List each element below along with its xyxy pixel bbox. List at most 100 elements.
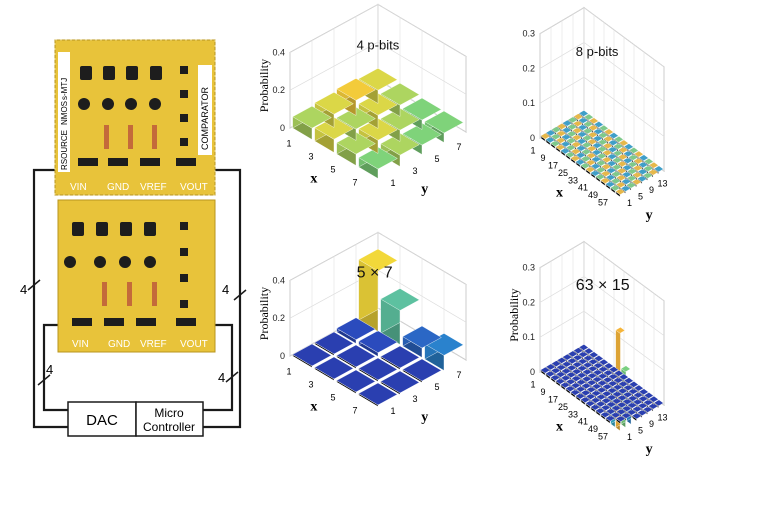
- bar-top: [596, 159, 607, 167]
- bar-top: [577, 364, 588, 372]
- bar-top: [561, 126, 572, 134]
- bar-top: [648, 402, 659, 410]
- bar-top: [590, 169, 601, 177]
- bar-top: [598, 365, 609, 373]
- bar-top: [572, 120, 583, 127]
- bar-top: [611, 397, 622, 405]
- bar-top: [602, 383, 613, 391]
- bar-top: [587, 372, 598, 379]
- bar-top: [605, 173, 616, 181]
- bar-top: [597, 145, 608, 153]
- bar-top: [603, 128, 614, 136]
- bar-top: [560, 140, 571, 148]
- bar-top: [626, 181, 637, 189]
- bar-top: [627, 394, 638, 402]
- x-tick-label: 17: [548, 161, 558, 171]
- bar-top: [606, 167, 617, 174]
- x-tick-label: 1: [530, 380, 535, 390]
- bar-top: [588, 351, 599, 359]
- pin-vin: VIN: [72, 339, 89, 350]
- bar-top: [621, 405, 632, 412]
- bar-top: [593, 362, 604, 369]
- bar-top: [424, 110, 464, 134]
- bar-top: [613, 142, 624, 150]
- bar-top: [336, 317, 376, 340]
- bar-top: [598, 124, 609, 132]
- bar-top: [615, 181, 626, 188]
- bar-top: [586, 145, 597, 152]
- bar-top: [632, 171, 643, 179]
- bar: [600, 411, 611, 421]
- bar-top: [583, 120, 594, 128]
- x-tick-label: 33: [568, 409, 578, 419]
- bar-top: [643, 392, 654, 399]
- bus-width-label: 4: [222, 282, 229, 297]
- bar-top: [591, 382, 602, 390]
- bar-top: [637, 402, 648, 409]
- bar-top: [555, 377, 566, 385]
- bar-top: [603, 362, 614, 370]
- bar: [570, 388, 581, 398]
- bar-top: [585, 393, 596, 400]
- bar-top: [602, 142, 613, 150]
- bar-top: [622, 164, 633, 171]
- bar: [424, 110, 464, 143]
- bar: [292, 343, 332, 368]
- bar-top: [567, 116, 578, 124]
- y-tick-label: 5: [638, 425, 643, 435]
- z-tick-label: 0: [280, 123, 285, 133]
- bar-top: [600, 170, 611, 177]
- bar-top: [561, 367, 572, 375]
- y-tick-label: 5: [434, 154, 439, 164]
- bar-top: [632, 405, 643, 413]
- bus-width-label: 4: [20, 282, 27, 297]
- bar-top: [380, 345, 420, 369]
- z-tick-label: 0.2: [272, 313, 285, 323]
- rsource-label: RSOURCE: [60, 130, 69, 170]
- bar-top: [561, 133, 572, 141]
- bar: [314, 356, 354, 381]
- bus-slashes: [27, 279, 247, 386]
- bar-top: [358, 330, 398, 353]
- bar-top: [632, 398, 643, 406]
- bar-top: [623, 143, 634, 150]
- bar: [600, 177, 611, 187]
- bar-top: [585, 166, 596, 173]
- bar-top: [555, 136, 566, 144]
- bar-top: [598, 358, 609, 366]
- bar-top: [576, 144, 587, 152]
- bar-top: [556, 130, 567, 137]
- bar-top: [580, 155, 591, 163]
- bar-top: [592, 135, 603, 142]
- bar-top: [572, 354, 583, 361]
- bar: [560, 147, 571, 157]
- bar-top: [570, 155, 581, 162]
- bar-top: [560, 374, 571, 382]
- bar-top: [653, 399, 664, 407]
- y-tick-label: 1: [627, 432, 632, 442]
- bar: [615, 188, 626, 198]
- bar-top: [583, 354, 594, 362]
- bar-top: [611, 404, 622, 412]
- chart-annotation: 8 p-bits: [576, 44, 619, 59]
- bar-top: [616, 408, 627, 416]
- bar: [550, 140, 561, 150]
- z-tick-label: 0.4: [272, 275, 285, 285]
- z-tick-label: 0.1: [522, 332, 535, 342]
- bar-top: [577, 357, 588, 365]
- bar-top: [637, 409, 648, 416]
- bar-top: [567, 123, 578, 131]
- pcb-board-top: s-MTJ NMOS RSOURCE COMPARATOR VIN: [54, 39, 216, 196]
- bar-top: [402, 122, 442, 146]
- z-tick-label: 0: [530, 133, 535, 143]
- x-tick-label: 25: [558, 402, 568, 412]
- smtj-label: s-MTJ: [60, 78, 69, 100]
- bar-top: [622, 391, 633, 398]
- bar-top: [585, 159, 596, 166]
- dac-block: DAC: [67, 401, 137, 437]
- bar-top: [590, 162, 601, 170]
- bar: [588, 358, 599, 368]
- y-tick-label: 5: [638, 191, 643, 201]
- pin-vout: VOUT: [180, 339, 208, 350]
